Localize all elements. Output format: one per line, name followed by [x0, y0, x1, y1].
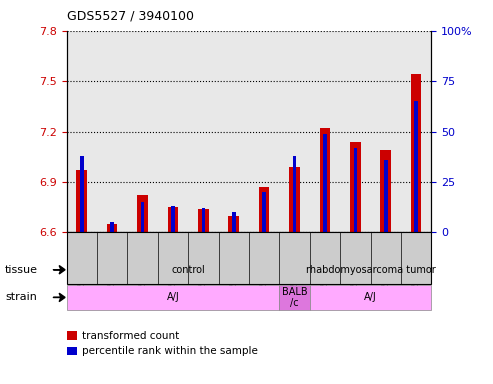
- Bar: [107, 224, 117, 232]
- Bar: [323, 134, 327, 232]
- FancyArrow shape: [53, 266, 65, 274]
- Bar: [80, 156, 84, 232]
- Text: strain: strain: [5, 292, 37, 303]
- Bar: [110, 222, 114, 232]
- Bar: [414, 101, 418, 232]
- Text: A/J: A/J: [364, 292, 377, 303]
- Text: control: control: [171, 265, 205, 275]
- Bar: [141, 202, 144, 232]
- Text: percentile rank within the sample: percentile rank within the sample: [82, 346, 258, 356]
- Bar: [232, 212, 236, 232]
- Text: rhabdomyosarcoma tumor: rhabdomyosarcoma tumor: [306, 265, 435, 275]
- Bar: [259, 187, 270, 232]
- Bar: [293, 156, 296, 232]
- Bar: [198, 209, 209, 232]
- Bar: [384, 160, 387, 232]
- Bar: [228, 215, 239, 232]
- Text: GDS5527 / 3940100: GDS5527 / 3940100: [67, 10, 194, 23]
- Bar: [289, 167, 300, 232]
- Bar: [381, 150, 391, 232]
- Bar: [67, 331, 77, 340]
- Bar: [76, 170, 87, 232]
- Bar: [171, 206, 175, 232]
- Bar: [67, 347, 77, 355]
- Bar: [411, 74, 422, 232]
- Bar: [350, 142, 361, 232]
- Bar: [67, 285, 280, 310]
- Bar: [280, 285, 310, 310]
- Bar: [262, 192, 266, 232]
- Bar: [310, 285, 431, 310]
- Text: A/J: A/J: [167, 292, 179, 303]
- Bar: [168, 207, 178, 232]
- Bar: [67, 257, 310, 282]
- Bar: [67, 232, 431, 284]
- Bar: [353, 147, 357, 232]
- Bar: [202, 208, 205, 232]
- Bar: [137, 195, 148, 232]
- FancyArrow shape: [53, 293, 65, 302]
- Text: tissue: tissue: [5, 265, 38, 275]
- Bar: [310, 257, 431, 282]
- Text: BALB
/c: BALB /c: [282, 286, 307, 308]
- Text: transformed count: transformed count: [82, 331, 179, 341]
- Bar: [319, 128, 330, 232]
